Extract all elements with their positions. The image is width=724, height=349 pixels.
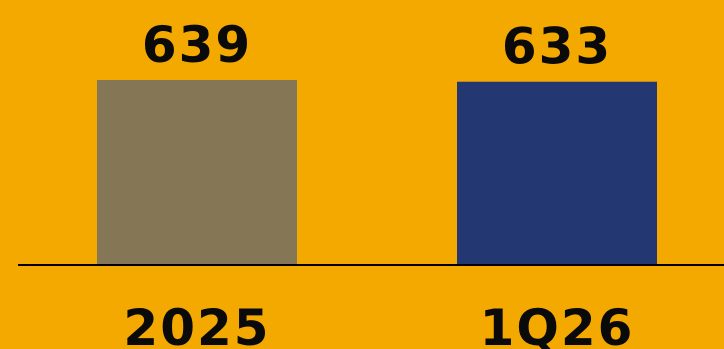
bars-group bbox=[97, 80, 657, 265]
data-label-2025: 639 bbox=[142, 16, 252, 74]
data-label-1q26: 633 bbox=[502, 18, 612, 76]
category-label-1q26: 1Q26 bbox=[480, 299, 635, 349]
bar-2025 bbox=[97, 80, 297, 265]
category-label-2025: 2025 bbox=[123, 299, 270, 349]
bar-1q26 bbox=[457, 81, 657, 265]
value-labels-group: 639 633 bbox=[142, 16, 612, 76]
category-labels-group: 2025 1Q26 bbox=[123, 299, 635, 349]
